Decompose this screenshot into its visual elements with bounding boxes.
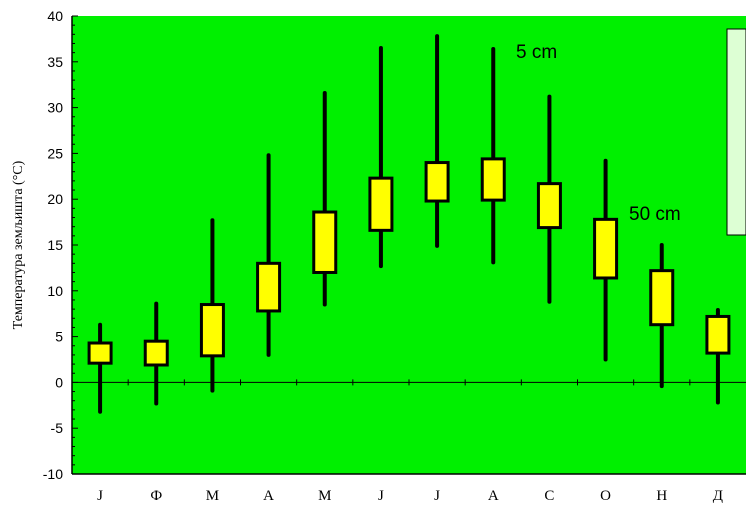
annotation-50cm: 50 cm	[629, 204, 681, 225]
x-tick-label: Н	[656, 488, 667, 504]
box-4	[256, 153, 282, 357]
iqr-box	[480, 157, 506, 202]
iqr-box	[536, 182, 562, 230]
box-6	[368, 46, 394, 269]
box-3	[199, 218, 225, 393]
x-tick-label: С	[544, 488, 554, 504]
box-1	[87, 322, 113, 414]
y-axis-title: Температура земљишта (°C)	[11, 160, 26, 329]
y-tick-label: 20	[47, 191, 63, 207]
iqr-box	[256, 261, 282, 313]
y-tick-label: 10	[47, 283, 63, 299]
x-tick-label: J	[434, 488, 440, 504]
plot-area	[72, 16, 746, 474]
iqr-box	[593, 217, 619, 280]
x-tick-label: J	[97, 488, 103, 504]
box-2	[143, 301, 169, 406]
iqr-box	[143, 339, 169, 367]
iqr-box	[87, 341, 113, 365]
x-tick-label: Ф	[150, 488, 162, 504]
y-tick-label: 15	[47, 237, 63, 253]
legend-box	[726, 28, 746, 236]
x-tick-label: О	[600, 488, 611, 504]
x-tick-label: А	[263, 488, 274, 504]
x-tick-label: М	[206, 488, 219, 504]
iqr-box	[705, 314, 731, 355]
y-tick-label: 40	[47, 8, 63, 24]
iqr-box	[312, 210, 338, 274]
box-7	[424, 34, 450, 248]
box-11	[649, 243, 675, 389]
y-tick-label: 35	[47, 54, 63, 70]
iqr-box	[199, 303, 225, 358]
x-tick-label: Д	[713, 488, 723, 504]
x-tick-label: J	[378, 488, 384, 504]
box-12	[705, 308, 731, 405]
box-5	[312, 90, 338, 307]
y-tick-label: -5	[51, 420, 64, 436]
x-tick-label: М	[318, 488, 331, 504]
box-10	[593, 158, 619, 362]
box-9	[536, 94, 562, 304]
annotation-5cm: 5 cm	[516, 42, 557, 63]
iqr-box	[649, 269, 675, 327]
iqr-box	[424, 161, 450, 203]
iqr-box	[368, 176, 394, 232]
box-8	[480, 46, 506, 265]
y-tick-label: 25	[47, 145, 63, 161]
y-tick-label: 0	[55, 374, 63, 390]
y-tick-label: -10	[43, 466, 63, 482]
x-tick-label: А	[488, 488, 499, 504]
y-tick-label: 5	[55, 329, 63, 345]
y-tick-label: 30	[47, 100, 63, 116]
